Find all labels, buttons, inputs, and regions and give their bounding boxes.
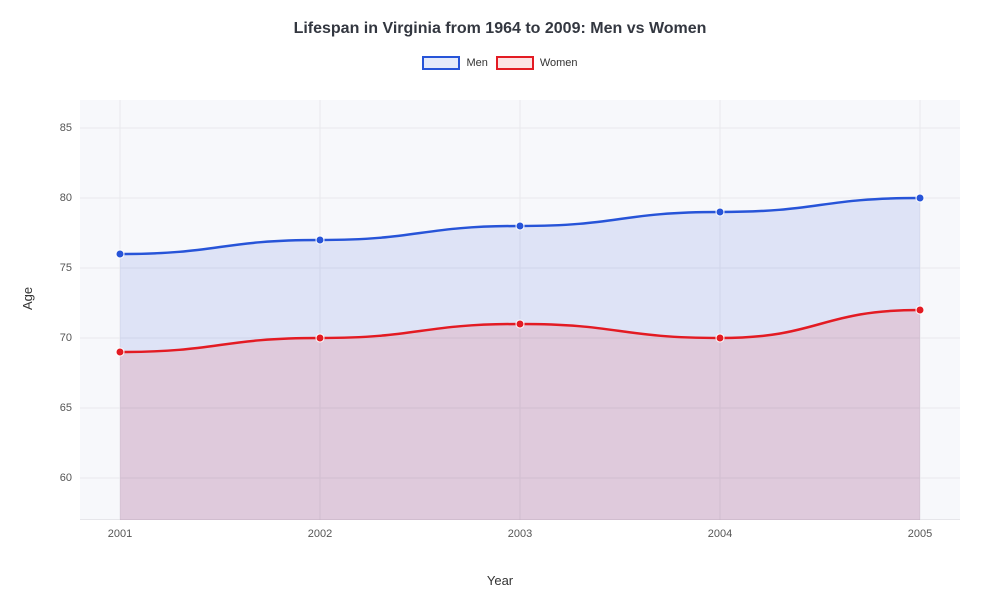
legend: Men Women (0, 56, 1000, 70)
marker-women[interactable] (716, 334, 724, 342)
legend-label-women: Women (540, 57, 578, 69)
y-tick-label: 70 (60, 332, 80, 344)
x-tick-label: 2005 (908, 520, 932, 540)
x-tick-label: 2001 (108, 520, 132, 540)
marker-women[interactable] (316, 334, 324, 342)
marker-men[interactable] (116, 250, 124, 258)
marker-men[interactable] (916, 194, 924, 202)
y-tick-label: 75 (60, 262, 80, 274)
legend-label-men: Men (466, 57, 487, 69)
legend-item-women[interactable]: Women (496, 56, 578, 70)
x-tick-label: 2003 (508, 520, 532, 540)
plot-area: 60657075808520012002200320042005 (80, 100, 960, 520)
y-tick-label: 65 (60, 402, 80, 414)
legend-swatch-women (496, 56, 534, 70)
chart-title: Lifespan in Virginia from 1964 to 2009: … (0, 0, 1000, 38)
x-tick-label: 2004 (708, 520, 732, 540)
marker-women[interactable] (516, 320, 524, 328)
marker-men[interactable] (716, 208, 724, 216)
y-tick-label: 60 (60, 472, 80, 484)
y-axis-label: Age (20, 287, 35, 310)
marker-men[interactable] (516, 222, 524, 230)
x-axis-label: Year (487, 573, 513, 588)
y-tick-label: 85 (60, 122, 80, 134)
chart-container: Lifespan in Virginia from 1964 to 2009: … (0, 0, 1000, 600)
x-tick-label: 2002 (308, 520, 332, 540)
y-tick-label: 80 (60, 192, 80, 204)
marker-women[interactable] (916, 306, 924, 314)
legend-item-men[interactable]: Men (422, 56, 487, 70)
marker-women[interactable] (116, 348, 124, 356)
legend-swatch-men (422, 56, 460, 70)
plot-svg (80, 100, 960, 520)
marker-men[interactable] (316, 236, 324, 244)
